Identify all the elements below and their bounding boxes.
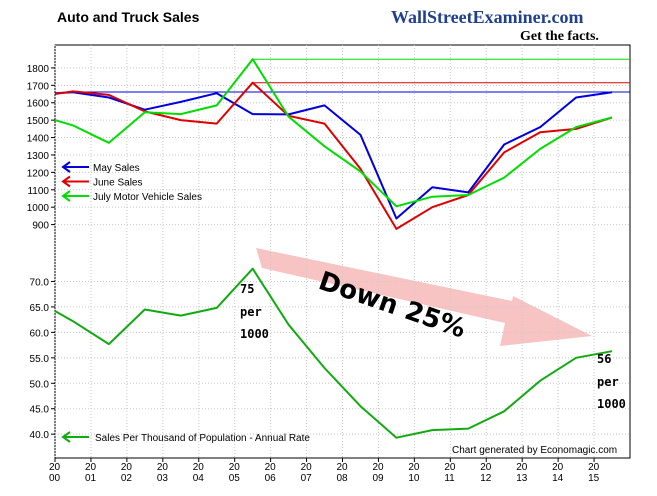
series-lines (54, 58, 630, 439)
credit-text: Chart generated by Economagic.com (452, 445, 617, 456)
x-tick-label-century: 20 (301, 462, 313, 473)
x-tick-label-year: 14 (552, 473, 564, 484)
x-tick-label-year: 05 (229, 473, 241, 484)
latest-annotation-value: 56 (597, 352, 611, 366)
chart-title: Auto and Truck Sales (57, 9, 200, 25)
series-line (54, 267, 613, 439)
x-tick-label-year: 13 (516, 473, 528, 484)
x-tick-label-century: 20 (552, 462, 564, 473)
legend-arrowhead (61, 175, 71, 188)
down-trend-arrow (256, 248, 592, 346)
x-tick-label-year: 12 (480, 473, 492, 484)
y-tick-label: 1800 (27, 64, 50, 75)
x-tick-label-century: 20 (337, 462, 349, 473)
x-tick-label-century: 20 (193, 462, 205, 473)
x-tick-label-century: 20 (588, 462, 600, 473)
brand-wordmark: WallStreetExaminer.com (391, 7, 583, 27)
x-tick-label-year: 07 (301, 473, 313, 484)
legend-label: Sales Per Thousand of Population - Annua… (95, 433, 310, 444)
y-tick-label: 1700 (27, 81, 50, 92)
legend: May Sales June Sales July Motor Vehicle Sa… (61, 161, 310, 444)
x-tick-label-century: 20 (480, 462, 492, 473)
y-tick-label: 900 (32, 221, 49, 232)
legend-label: May Sales (93, 163, 140, 174)
x-tick-label-century: 20 (265, 462, 277, 473)
x-tick-label-year: 06 (265, 473, 277, 484)
y-tick-label: 1600 (27, 99, 50, 110)
peak-annotation-per: per (240, 305, 262, 319)
x-tick-label-century: 20 (444, 462, 456, 473)
x-tick-label-century: 20 (516, 462, 528, 473)
y-tick-label: 70.0 (30, 277, 50, 288)
x-tick-label-year: 15 (588, 473, 600, 484)
y-tick-label: 1500 (27, 116, 50, 127)
x-tick-label-year: 02 (121, 473, 133, 484)
y-tick-label: 1300 (27, 151, 50, 162)
y-tick-label: 50.0 (30, 379, 50, 390)
x-tick-label-year: 08 (337, 473, 349, 484)
x-tick-label-year: 11 (444, 473, 455, 484)
x-tick-label-year: 01 (85, 473, 97, 484)
series-line (54, 58, 613, 208)
x-tick-label-century: 20 (229, 462, 241, 473)
latest-annotation-base: 1000 (597, 397, 626, 411)
y-tick-label: 40.0 (30, 430, 50, 441)
y-tick-label: 45.0 (30, 405, 50, 416)
legend-label: July Motor Vehicle Sales (93, 192, 202, 203)
series-line (54, 81, 613, 230)
x-tick-label-year: 03 (157, 473, 169, 484)
y-tick-label: 1000 (27, 203, 50, 214)
brand-tagline: Get the facts. (520, 29, 599, 44)
y-tick-label: 60.0 (30, 328, 50, 339)
legend-arrowhead (61, 161, 71, 173)
x-tick-label-year: 00 (49, 473, 61, 484)
y-tick-label: 1400 (27, 134, 50, 145)
x-tick-label-century: 20 (121, 462, 133, 473)
legend-arrowhead (61, 190, 71, 202)
x-tick-label-century: 20 (408, 462, 420, 473)
x-tick-label-century: 20 (372, 462, 384, 473)
legend-arrowhead (61, 431, 71, 443)
legend-label: June Sales (93, 178, 142, 189)
x-tick-label-century: 20 (85, 462, 97, 473)
y-tick-label: 55.0 (30, 354, 50, 365)
y-tick-label: 1100 (27, 186, 49, 197)
x-tick-label-century: 20 (49, 462, 61, 473)
y-tick-label: 1200 (27, 168, 50, 179)
x-tick-label-century: 20 (157, 462, 169, 473)
peak-annotation-value: 75 (240, 282, 254, 296)
latest-annotation-per: per (597, 375, 619, 389)
x-tick-label-year: 10 (408, 473, 420, 484)
y-tick-label: 65.0 (30, 303, 50, 314)
peak-annotation-base: 1000 (240, 327, 269, 341)
x-tick-label-year: 04 (193, 473, 205, 484)
axis-ticks: 2000200120022003200420052006200720082009… (27, 64, 600, 484)
x-tick-label-year: 09 (372, 473, 384, 484)
